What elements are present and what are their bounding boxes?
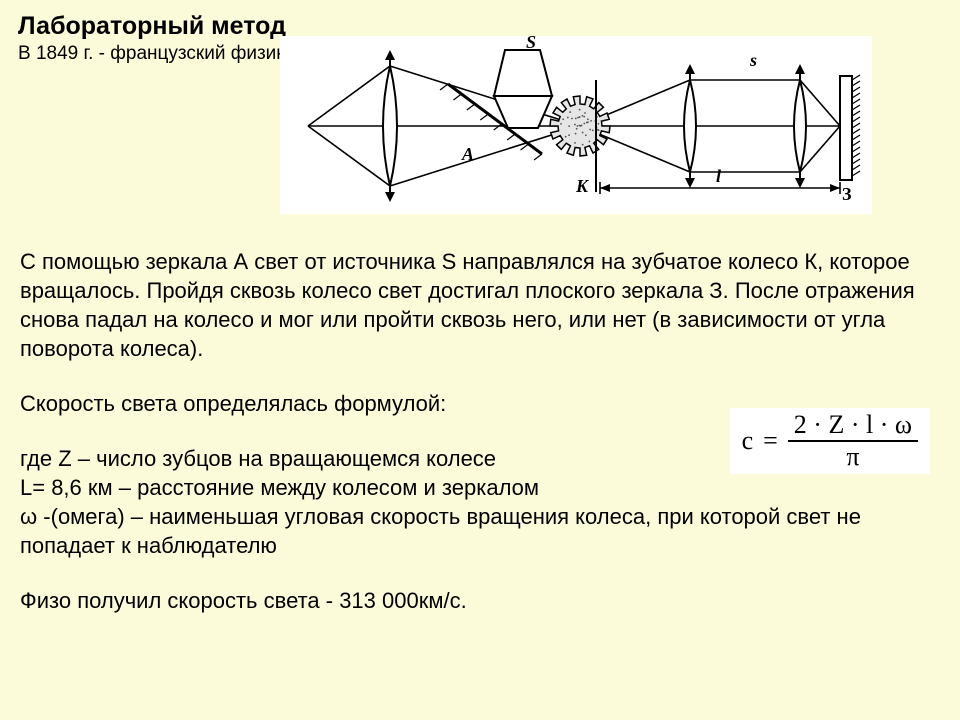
formula-fraction: 2 · Z · l · ω π	[788, 412, 918, 470]
formula-denominator: π	[846, 442, 859, 470]
svg-text:s: s	[749, 50, 757, 70]
fizeau-diagram: Ss A Kl З	[280, 36, 872, 214]
formula-box: c = 2 · Z · l · ω π	[730, 408, 930, 474]
svg-text:З: З	[842, 184, 852, 204]
formula-lhs: c	[742, 426, 754, 456]
line-l: L= 8,6 км – расстояние между колесом и з…	[20, 473, 942, 502]
svg-text:S: S	[526, 36, 536, 52]
formula-numerator: 2 · Z · l · ω	[788, 412, 918, 442]
svg-text:K: K	[575, 176, 590, 196]
formula-eq: =	[763, 426, 778, 456]
paragraph-description: С помощью зеркала А свет от источника S …	[20, 247, 942, 363]
svg-text:l: l	[716, 166, 721, 186]
line-result: Физо получил скорость света - 313 000км/…	[20, 586, 942, 615]
line-omega: ω -(омега) – наименьшая угловая скорость…	[20, 502, 942, 560]
svg-text:A: A	[461, 144, 474, 164]
